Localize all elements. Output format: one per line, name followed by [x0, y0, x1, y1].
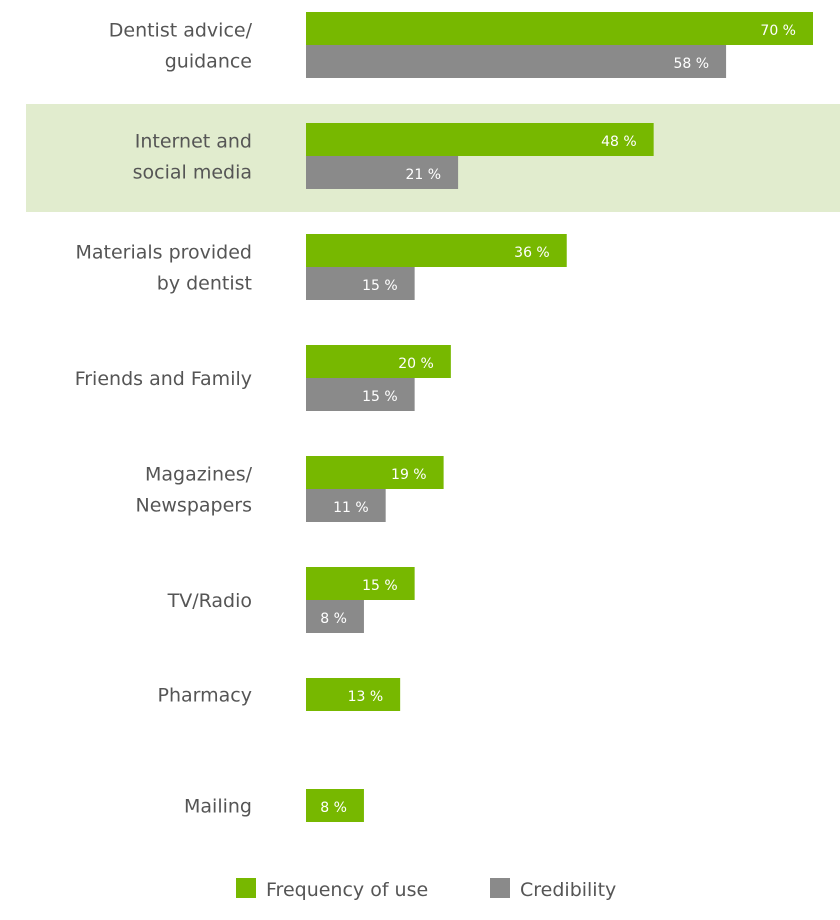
credibility-bar [306, 156, 459, 189]
frequency-bar [306, 123, 654, 156]
value-label: 8 % [320, 611, 347, 627]
legend-swatch-frequency [236, 878, 256, 898]
frequency-bar [306, 345, 451, 378]
frequency-bar [306, 678, 401, 711]
category-label: Mailing [184, 796, 252, 818]
category-label: Pharmacy [158, 685, 252, 707]
category-label: Friends and Family [75, 368, 252, 390]
frequency-bar [306, 456, 444, 489]
category-label: Internet and social media [133, 131, 252, 184]
category-label: Materials provided by dentist [75, 242, 252, 295]
credibility-bar [306, 489, 386, 522]
category-label: TV/Radio [167, 590, 252, 612]
frequency-bar [306, 12, 813, 45]
value-label: 21 % [406, 167, 442, 183]
credibility-bar [306, 267, 415, 300]
value-label: 48 % [601, 134, 637, 150]
value-label: 70 % [760, 23, 796, 39]
frequency-bar [306, 789, 364, 822]
credibility-bar [306, 600, 364, 633]
frequency-bar [306, 234, 567, 267]
legend-swatch-credibility [490, 878, 510, 898]
value-label: 8 % [320, 800, 347, 816]
frequency-bar [306, 567, 415, 600]
legend-label-credibility: Credibility [520, 879, 616, 901]
value-label: 20 % [398, 356, 434, 372]
legend-label-frequency: Frequency of use [266, 879, 428, 901]
value-label: 15 % [362, 278, 398, 294]
value-label: 36 % [514, 245, 550, 261]
credibility-bar [306, 45, 727, 78]
value-label: 15 % [362, 578, 398, 594]
value-label: 11 % [333, 500, 369, 516]
credibility-bar [306, 378, 415, 411]
value-label: 19 % [391, 467, 427, 483]
category-label: Dentist advice/guidance [109, 20, 253, 73]
value-label: 15 % [362, 389, 398, 405]
category-label: Magazines/Newspapers [135, 464, 252, 517]
value-label: 13 % [348, 689, 384, 705]
value-label: 58 % [674, 56, 710, 72]
